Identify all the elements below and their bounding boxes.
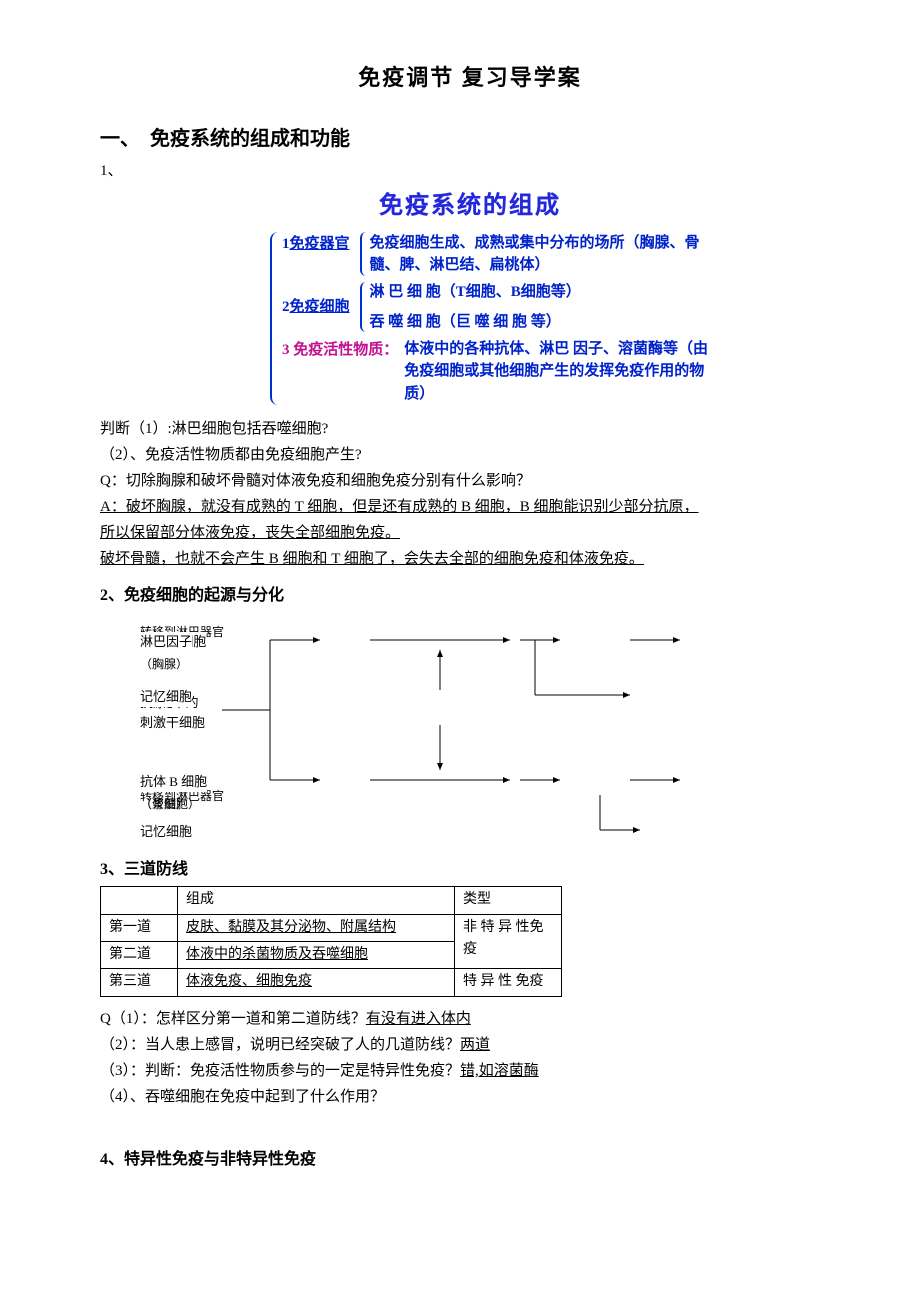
judge-1: 判断（1）:淋巴细胞包括吞噬细胞? — [100, 417, 840, 441]
section-2-heading: 2、免疫细胞的起源与分化 — [100, 583, 840, 609]
node-memory-2: 记忆细胞 — [140, 822, 192, 843]
tree-key-3: 3 免疫活性物质： — [282, 338, 398, 362]
note-thymus: （胸腺） — [140, 655, 188, 674]
tree-val-1: 免疫细胞生成、成熟或集中分布的场所（胸腺、骨髓、脾、淋巴结、扁桃体） — [370, 232, 710, 277]
th-composition: 组成 — [178, 887, 455, 914]
origin-differentiation-diagram: 骨髓中的 造血干细胞 T 细胞 （胸腺） B 细胞 （骨髓） 转移到淋巴器官 转… — [140, 615, 760, 845]
document-title: 免疫调节 复习导学案 — [100, 60, 840, 95]
row3-col3: 特 异 性 免疫 — [455, 969, 562, 996]
row1-col2: 皮肤、黏膜及其分泌物、附属结构 — [178, 914, 455, 941]
tree-val-3: 体液中的各种抗体、淋巴 因子、溶菌酶等（由免疫细胞或其他细胞产生的发挥免疫作用的… — [404, 338, 710, 406]
node-memory-1: 记忆细胞 — [140, 687, 192, 708]
qblock-line-3: （3）：判断：免疫活性物质参与的一定是特异性免疫？错,如溶菌酶 — [100, 1059, 840, 1083]
diagram-arrows — [140, 615, 760, 845]
qblock-line-2: （2）：当人患上感冒，说明已经突破了人的几道防线？两道 — [100, 1033, 840, 1057]
tree-key-1: 1免疫器官 — [282, 232, 350, 256]
row3-col1: 第三道 — [101, 969, 178, 996]
answer-line-3: 破坏骨髓，也就不会产生 B 细胞和 T 细胞了，会失去全部的细胞免疫和体液免疫。 — [100, 547, 840, 571]
section-3-heading: 3、三道防线 — [100, 857, 840, 883]
row12-col3: 非 特 异 性免疫 — [455, 914, 562, 969]
tree-heading: 免疫系统的组成 — [100, 187, 840, 225]
qblock-line-1: Q（1）：怎样区分第一道和第二道防线？有没有进入体内 — [100, 1007, 840, 1031]
qblock-line-4: （4）、吞噬细胞在免疫中起到了什么作用？ — [100, 1085, 840, 1109]
row2-col1: 第二道 — [101, 942, 178, 969]
answer-line-1: A：破坏胸腺，就没有成熟的 T 细胞，但是还有成熟的 B 细胞，B 细胞能识别少… — [100, 495, 840, 519]
th-blank — [101, 887, 178, 914]
row3-col2: 体液免疫、细胞免疫 — [178, 969, 455, 996]
note-plasma: （浆细胞） — [140, 795, 200, 814]
defense-lines-table: 组成 类型 第一道 皮肤、黏膜及其分泌物、附属结构 非 特 异 性免疫 第二道 … — [100, 886, 562, 997]
tree-val-2b: 吞 噬 细 胞（巨 噬 细 胞 等） — [370, 311, 581, 334]
th-type: 类型 — [455, 887, 562, 914]
node-lymphokine: 淋巴因子 — [140, 632, 192, 653]
answer-line-2: 所以保留部分体液免疫，丧失全部细胞免疫。 — [100, 521, 840, 545]
section-1-item-number: 1、 — [100, 159, 840, 183]
tree-key-2: 2免疫细胞 — [282, 295, 350, 319]
judge-2: （2）、免疫活性物质都由免疫细胞产生? — [100, 443, 840, 467]
section-4-heading: 4、特异性免疫与非特异性免疫 — [100, 1147, 840, 1173]
section-1-heading: 一、 免疫系统的组成和功能 — [100, 123, 840, 155]
node-antibody: 抗体 — [140, 772, 166, 793]
row2-col2: 体液中的杀菌物质及吞噬细胞 — [178, 942, 455, 969]
tree-val-2a: 淋 巴 细 胞（T细胞、B细胞等） — [370, 281, 581, 304]
immune-system-tree: 1免疫器官 免疫细胞生成、成熟或集中分布的场所（胸腺、骨髓、脾、淋巴结、扁桃体）… — [230, 232, 710, 406]
row1-col1: 第一道 — [101, 914, 178, 941]
q-line: Q：切除胸腺和破坏骨髓对体液免疫和细胞免疫分别有什么影响？ — [100, 469, 840, 493]
